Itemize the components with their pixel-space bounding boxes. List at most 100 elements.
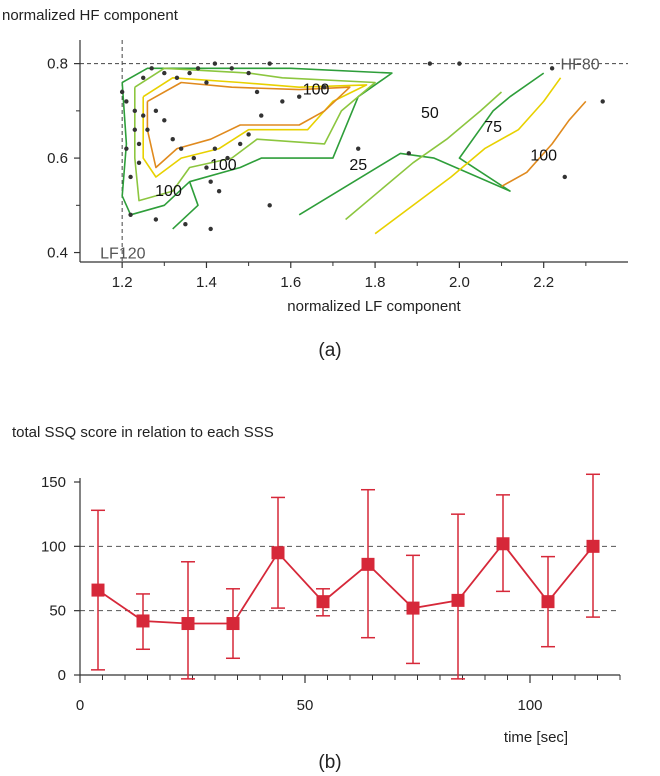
series-marker: [361, 557, 375, 571]
b-title: total SSQ score in relation to each SSS: [12, 424, 274, 441]
data-point: [136, 141, 142, 147]
data-point: [153, 108, 159, 114]
contour-line-50: [134, 67, 376, 202]
data-point: [119, 89, 125, 95]
contour-line-100: [146, 81, 351, 169]
data-point: [208, 226, 213, 232]
data-point: [132, 127, 137, 132]
a-x-tick-label: 2.0: [449, 274, 470, 291]
b-y-tick-label: 100: [41, 538, 66, 555]
data-point: [183, 222, 188, 227]
hf80-label: HF80: [561, 57, 600, 74]
data-point: [174, 75, 180, 80]
a-xlabel: normalized LF component: [287, 298, 461, 315]
contour-line-75: [374, 77, 562, 235]
data-point: [212, 61, 218, 66]
a-contour-labels: 100 50 75 25 100 100 100: [155, 81, 557, 200]
contour-label: 100: [530, 147, 557, 164]
series-marker: [181, 617, 195, 631]
data-point: [149, 66, 154, 71]
b-x-tick-label: 50: [297, 697, 314, 714]
b-panel-label: (b): [318, 752, 341, 773]
data-point: [237, 141, 243, 147]
data-point: [457, 61, 462, 66]
data-point: [132, 108, 137, 114]
a-axes: 1.2 1.4 1.6 1.8 2.0 2.2 0.4 0.6 0.8: [47, 40, 628, 291]
data-point: [128, 174, 133, 180]
lf120-label: LF120: [100, 246, 145, 263]
a-x-tick-label: 1.4: [196, 274, 217, 291]
series-marker: [541, 595, 555, 609]
a-x-tick-label: 1.2: [112, 274, 133, 291]
series-marker: [226, 617, 240, 631]
data-point: [162, 118, 167, 123]
b-xlabel: time [sec]: [504, 729, 568, 746]
b-axes: 0 50 100 150 0 50 100: [41, 474, 621, 714]
a-y-tick-label: 0.6: [47, 150, 68, 167]
b-grid-lines: [80, 545, 620, 612]
series-marker: [451, 593, 465, 607]
data-point: [216, 188, 222, 194]
data-point: [212, 146, 218, 151]
data-point: [259, 113, 264, 118]
b-y-tick-label: 50: [49, 603, 66, 620]
data-point: [229, 66, 234, 71]
data-point: [141, 113, 146, 118]
data-point: [322, 85, 327, 90]
data-point: [178, 146, 184, 151]
series-marker: [496, 537, 510, 551]
contour-label: 75: [484, 119, 502, 136]
series-marker: [271, 546, 285, 560]
b-x-tick-label: 100: [517, 697, 542, 714]
a-reference-lines: [80, 40, 628, 262]
a-panel-label: (a): [318, 340, 341, 361]
b-y-tick-label: 0: [58, 667, 66, 684]
data-point: [191, 155, 197, 161]
data-point: [267, 203, 272, 208]
data-point: [204, 165, 209, 170]
a-y-tick-label: 0.4: [47, 245, 68, 262]
a-x-tick-label: 2.2: [533, 274, 554, 291]
data-point: [204, 80, 209, 85]
contour-line-25: [121, 67, 393, 216]
series-marker: [316, 595, 330, 609]
a-data-points: [119, 61, 605, 232]
contour-label: 50: [421, 105, 439, 122]
data-point: [562, 174, 567, 180]
contour-line-25: [298, 72, 545, 216]
data-point: [225, 155, 230, 161]
a-x-tick-label: 1.6: [280, 274, 301, 291]
data-point: [124, 99, 129, 104]
data-point: [267, 61, 272, 66]
data-point: [170, 136, 175, 142]
data-point: [208, 179, 213, 184]
data-point: [136, 160, 142, 166]
data-point: [356, 146, 361, 151]
data-point: [254, 89, 260, 95]
a-contour-lines: [121, 67, 587, 235]
contour-line-25: [172, 181, 199, 230]
data-point: [153, 217, 159, 222]
series-line: [97, 542, 594, 625]
panel-b: total SSQ score in relation to each SSS …: [12, 424, 621, 773]
series-marker: [586, 539, 600, 553]
data-point: [141, 75, 146, 80]
contour-label: 100: [303, 81, 330, 98]
series-marker: [406, 601, 420, 615]
data-point: [406, 151, 411, 156]
a-x-tick-label: 1.8: [365, 274, 386, 291]
contour-line-50: [345, 91, 503, 221]
contour-label: 100: [155, 183, 182, 200]
data-point: [162, 70, 167, 76]
contour-label: 100: [210, 157, 237, 174]
data-point: [195, 66, 201, 71]
contour-line-75: [142, 77, 368, 178]
b-y-tick-label: 150: [41, 474, 66, 491]
a-y-tick-label: 0.8: [47, 56, 68, 73]
data-point: [128, 212, 133, 217]
contour-line-100: [501, 100, 587, 188]
data-point: [145, 127, 150, 132]
data-point: [297, 94, 302, 99]
data-point: [427, 61, 433, 66]
